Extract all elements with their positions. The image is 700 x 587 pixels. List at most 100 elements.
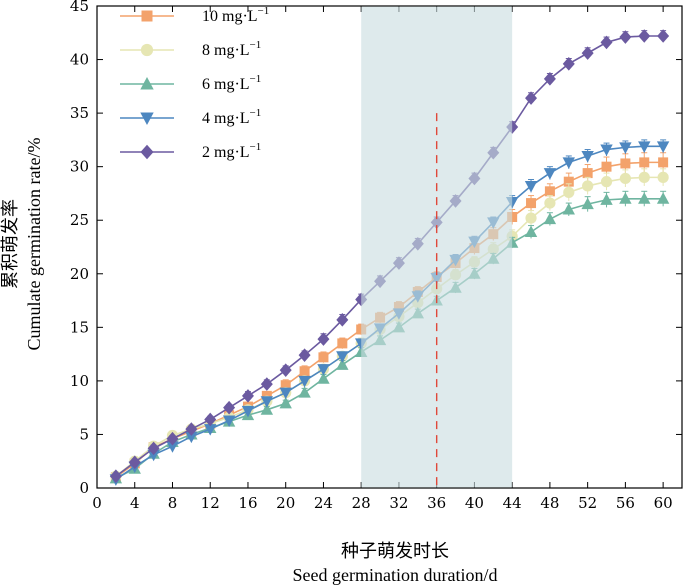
data-point — [544, 197, 556, 209]
data-point — [299, 366, 310, 377]
data-point — [638, 29, 651, 43]
legend: 10 mg·L−1 8 mg·L−1 6 mg·L−1 4 mg·L−1 2 mg·L−… — [120, 5, 269, 161]
data-point — [336, 358, 349, 370]
data-point — [658, 157, 669, 168]
x-tick-label: 28 — [352, 494, 371, 512]
data-point — [298, 386, 311, 398]
x-axis-label-zh: 种子萌发时长 — [341, 541, 449, 561]
reference-line — [361, 6, 513, 488]
data-point — [241, 389, 254, 403]
data-point — [563, 176, 574, 187]
y-axis-label: Cumulate germination rate/% — [24, 138, 44, 351]
x-tick-label: 12 — [201, 494, 220, 512]
legend-item-2: 2 mg·L−1 — [120, 141, 261, 161]
data-point — [298, 375, 311, 388]
data-point — [526, 198, 537, 209]
x-tick-label: 8 — [168, 494, 178, 512]
data-point — [279, 363, 292, 377]
y-tick-label: 35 — [70, 104, 89, 122]
data-point — [298, 348, 311, 362]
data-point — [562, 157, 575, 169]
legend-item-6: 6 mg·L−1 — [120, 73, 261, 93]
data-point — [317, 332, 330, 346]
data-point — [638, 171, 650, 183]
data-point — [657, 29, 670, 43]
data-point — [260, 396, 274, 408]
data-point — [147, 441, 160, 456]
data-point — [525, 91, 538, 105]
data-point — [638, 192, 651, 204]
axes: 0 4 8 12 16 20 24 28 32 36 40 44 48 52 56 6005101520253… — [70, 0, 683, 512]
legend-marker — [140, 77, 154, 90]
y-tick-label: 40 — [70, 51, 89, 69]
legend-item-8: 8 mg·L−1 — [120, 39, 261, 59]
data-point — [543, 212, 557, 225]
x-tick-label: 48 — [540, 494, 559, 512]
data-point — [260, 403, 274, 415]
x-tick-label: 16 — [238, 494, 257, 512]
data-point — [525, 212, 537, 224]
data-point — [657, 171, 669, 183]
data-point — [336, 313, 349, 327]
data-point — [337, 338, 348, 349]
data-point — [109, 469, 122, 484]
y-axis-label-zh: 累积萌发率 — [0, 199, 20, 289]
data-point — [524, 180, 538, 193]
data-point — [506, 120, 519, 134]
data-point — [656, 141, 670, 153]
data-point — [279, 396, 292, 409]
y-tick-label: 20 — [70, 265, 89, 283]
data-point — [166, 431, 179, 446]
x-tick-label: 36 — [427, 494, 446, 512]
x-tick-label: 20 — [276, 494, 295, 512]
data-point — [656, 192, 670, 204]
legend-marker — [140, 144, 154, 160]
data-point — [317, 364, 330, 376]
legend-label: 10 mg·L−1 — [202, 5, 269, 25]
data-point — [317, 372, 330, 384]
data-point — [280, 380, 291, 391]
data-point — [582, 180, 594, 192]
x-tick-label: 0 — [92, 494, 102, 512]
data-point — [166, 441, 179, 453]
data-point — [185, 422, 198, 436]
data-point — [600, 176, 613, 188]
y-tick-label: 25 — [70, 211, 89, 229]
data-point — [582, 168, 593, 179]
data-point — [318, 352, 329, 363]
data-point — [600, 144, 613, 157]
data-point — [601, 161, 612, 172]
x-tick-label: 40 — [465, 494, 484, 512]
legend-marker — [140, 112, 154, 125]
data-point — [619, 172, 631, 185]
y-tick-label: 15 — [70, 318, 89, 336]
y-tick-label: 10 — [70, 372, 89, 390]
x-tick-label: 4 — [130, 494, 140, 512]
data-point — [600, 193, 613, 205]
data-point — [204, 412, 217, 427]
data-point — [581, 46, 594, 60]
data-point — [619, 142, 632, 154]
x-axis-label: Seed germination duration/d — [293, 565, 498, 585]
data-point — [260, 377, 273, 391]
data-point — [581, 197, 594, 210]
x-tick-label: 32 — [389, 494, 408, 512]
data-point — [241, 405, 255, 418]
data-point — [619, 30, 632, 44]
data-point — [147, 449, 160, 462]
data-point — [204, 424, 217, 436]
y-tick-label: 0 — [79, 479, 89, 497]
data-point — [544, 186, 555, 197]
data-point — [600, 35, 613, 50]
data-point — [223, 400, 236, 415]
series-2 — [109, 29, 670, 484]
data-point — [563, 186, 575, 198]
data-point — [620, 158, 631, 169]
legend-marker — [140, 43, 154, 57]
x-tick-label: 24 — [314, 494, 333, 512]
data-point — [524, 225, 538, 238]
data-point — [639, 157, 650, 168]
data-point — [543, 168, 557, 180]
legend-label: 4 mg·L−1 — [202, 107, 261, 127]
y-tick-label: 45 — [70, 0, 89, 15]
